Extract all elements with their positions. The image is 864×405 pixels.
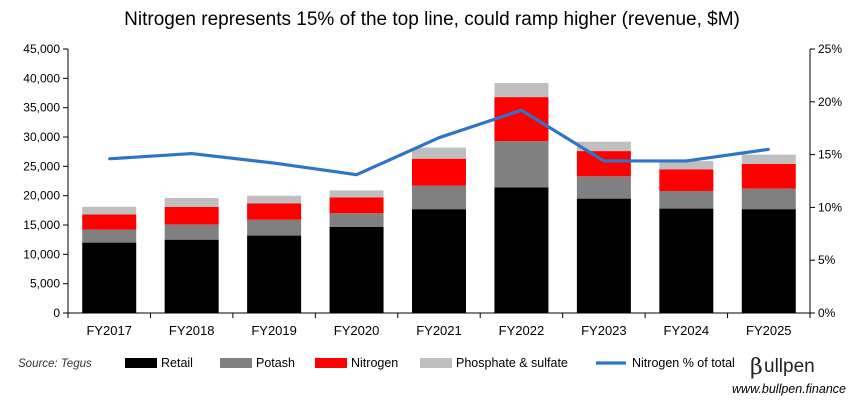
legend-label: Nitrogen % of total — [632, 356, 735, 370]
axes: 0 5,000 10,000 15,000 20,000 25,000 30,000 35,0… — [23, 42, 842, 338]
brand-initial: β — [750, 355, 763, 380]
line-point — [685, 159, 688, 163]
x-tick-label: FY2020 — [334, 323, 380, 338]
y2-tick-label: 0% — [818, 306, 836, 320]
y-tick-label: 25,000 — [23, 159, 60, 173]
bar-phosphate-sulfate — [247, 195, 302, 204]
legend-swatch — [220, 358, 252, 368]
legend-swatch — [125, 358, 157, 368]
bar-nitrogen — [164, 206, 219, 225]
bar-potash — [329, 213, 384, 227]
line-point — [355, 173, 358, 176]
bar-nitrogen — [329, 197, 384, 214]
bar-phosphate-sulfate — [329, 190, 384, 198]
line-point — [272, 161, 276, 165]
bar-phosphate-sulfate — [82, 206, 137, 215]
bar-nitrogen — [247, 203, 302, 220]
y2-tick-label: 20% — [818, 95, 842, 109]
x-tick-label: FY2018 — [169, 323, 215, 338]
bar-retail — [494, 187, 549, 313]
line-point — [437, 136, 441, 139]
x-tick-label: FY2022 — [499, 323, 545, 338]
bar-potash — [494, 141, 549, 188]
bar-potash — [741, 188, 796, 210]
legend: Retail Potash Nitrogen Phosphate & sulfate N… — [125, 356, 735, 370]
bar-potash — [247, 219, 302, 236]
line-series — [108, 108, 770, 177]
y-tick-label: 15,000 — [23, 218, 60, 232]
source-note: Source: Tegus — [18, 358, 92, 370]
brand-logo: β ullpen — [750, 355, 815, 380]
legend-label: Nitrogen — [351, 356, 398, 370]
bar-nitrogen — [412, 158, 466, 186]
x-tick-label: FY2023 — [581, 323, 627, 338]
legend-swatch — [315, 358, 347, 368]
y2-tick-label: 10% — [818, 200, 842, 214]
bar-nitrogen — [741, 163, 796, 189]
bar-nitrogen — [82, 214, 137, 230]
bars — [82, 83, 796, 313]
bar-phosphate-sulfate — [659, 161, 714, 170]
chart-title: Nitrogen represents 15% of the top line,… — [124, 9, 740, 30]
bar-phosphate-sulfate — [494, 83, 549, 98]
bar-retail — [741, 209, 796, 313]
bar-nitrogen — [576, 151, 631, 177]
bar-retail — [659, 208, 714, 313]
legend-label: Retail — [161, 356, 193, 370]
bar-phosphate-sulfate — [576, 141, 631, 152]
y-tick-label: 30,000 — [23, 130, 60, 144]
bar-nitrogen — [659, 169, 714, 191]
bar-phosphate-sulfate — [412, 147, 466, 159]
bar-retail — [329, 226, 384, 313]
bar-nitrogen — [494, 97, 549, 142]
y-tick-label: 40,000 — [23, 71, 60, 85]
bar-retail — [164, 239, 219, 313]
y-tick-label: 10,000 — [23, 247, 60, 261]
y-tick-label: 45,000 — [23, 42, 60, 56]
legend-label: Phosphate & sulfate — [456, 356, 568, 370]
y2-tick-label: 15% — [818, 148, 842, 162]
bar-potash — [164, 224, 219, 240]
y-tick-label: 20,000 — [23, 189, 60, 203]
line-point — [108, 157, 111, 161]
bar-potash — [412, 185, 466, 210]
y-tick-label: 0 — [53, 306, 60, 320]
y-tick-label: 35,000 — [23, 101, 60, 115]
y2-tick-label: 25% — [818, 42, 842, 56]
bar-retail — [247, 235, 302, 313]
bar-retail — [576, 198, 631, 313]
line-point — [767, 148, 770, 151]
bar-retail — [82, 242, 137, 313]
bar-potash — [576, 176, 631, 199]
brand-name: ullpen — [764, 356, 815, 377]
bar-retail — [412, 209, 466, 313]
legend-swatch — [420, 358, 452, 368]
bar-phosphate-sulfate — [741, 154, 796, 164]
bar-phosphate-sulfate — [164, 198, 219, 207]
bar-potash — [659, 190, 714, 209]
line-point — [602, 159, 606, 163]
x-tick-label: FY2019 — [251, 323, 297, 338]
x-tick-label: FY2021 — [416, 323, 462, 338]
y2-tick-label: 5% — [818, 253, 836, 267]
x-tick-label: FY2024 — [664, 323, 710, 338]
bar-potash — [82, 229, 137, 243]
x-tick-label: FY2017 — [86, 323, 132, 338]
brand-url: www.bullpen.finance — [732, 382, 846, 396]
line-point — [190, 152, 193, 155]
y-tick-label: 5,000 — [30, 277, 60, 291]
x-tick-label: FY2025 — [746, 323, 792, 338]
line-point — [520, 109, 523, 112]
legend-label: Potash — [256, 356, 295, 370]
